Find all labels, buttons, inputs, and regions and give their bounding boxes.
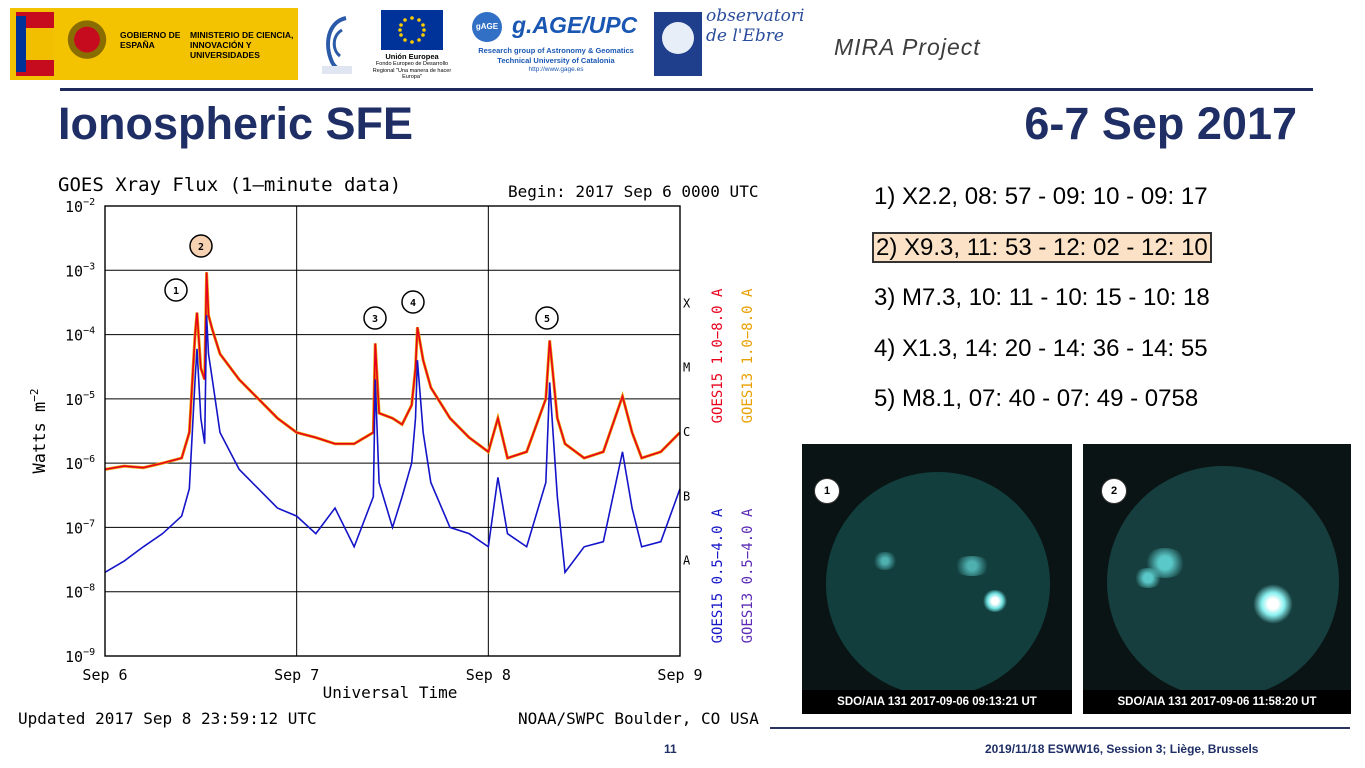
right-series-label: GOES15 0.5−4.0 A: [710, 508, 726, 643]
observatori-logo-icon: [654, 12, 702, 76]
flare-marker: [164, 278, 188, 302]
eu-sub: Fondo Europeo de Desarrollo Regional "Un…: [372, 61, 452, 80]
image-badge-2: 2: [1101, 478, 1127, 504]
sdo-image-1: 1 SDO/AIA 131 2017-09-06 09:13:21 UT: [802, 444, 1072, 714]
slide-title: Ionospheric SFE: [58, 98, 414, 149]
gage-badge-icon: gAGE: [472, 12, 502, 42]
event-item-2: 2) X9.3, 11: 53 - 12: 02 - 12: 10: [872, 223, 1272, 274]
gobierno-logo: GOBIERNO DE ESPAÑA MINISTERIO DE CIENCIA…: [10, 8, 298, 80]
right-series-label: GOES13 1.0−8.0 A: [740, 288, 756, 423]
y-tick-label: 10−9: [65, 647, 95, 666]
flare-marker-label: 3: [372, 314, 378, 325]
x-tick-label: Sep 6: [82, 666, 127, 684]
flare-marker: [363, 306, 387, 330]
gage-line2: Technical University of Catalonia: [497, 56, 615, 65]
coat-of-arms-icon: [60, 18, 114, 72]
mira-project-label: MIRA Project: [834, 34, 981, 60]
right-series-label: GOES15 1.0−8.0 A: [710, 288, 726, 423]
fondo-europeo-icon: [322, 16, 352, 74]
slide-date: 6-7 Sep 2017: [1024, 98, 1297, 149]
flare-marker-label: 2: [198, 242, 204, 253]
chart-title: GOES Xray Flux (1–minute data): [58, 174, 401, 196]
gage-upc-logo: gAGE g.AGE/UPC Research group of Astrono…: [470, 10, 642, 76]
y-tick-label: 10−5: [65, 390, 95, 409]
x-tick-label: Sep 8: [466, 666, 511, 684]
class-label: C: [683, 425, 690, 439]
gage-title: g.AGE/UPC: [512, 12, 638, 38]
flare-event-list: 1) X2.2, 08: 57 - 09: 10 - 09: 17 2) X9.…: [872, 172, 1272, 425]
y-tick-label: 10−2: [65, 197, 95, 216]
image-caption-1: SDO/AIA 131 2017-09-06 09:13:21 UT: [802, 690, 1072, 714]
x-tick-label: Sep 7: [274, 666, 319, 684]
gage-line1: Research group of Astronomy & Geomatics: [478, 46, 634, 55]
gov-line2: MINISTERIO DE CIENCIA, INNOVACIÓN Y UNIV…: [190, 30, 294, 60]
flare-marker-label: 4: [410, 298, 416, 309]
eu-name: Unión Europea: [385, 52, 439, 61]
event-item-4: 4) X1.3, 14: 20 - 14: 36 - 14: 55: [874, 334, 1208, 362]
observatori-text: observatori de l'Ebre: [706, 6, 805, 46]
goes-xray-chart: GOES Xray Flux (1–minute data) Begin: 201…: [0, 166, 800, 741]
flare-marker-label: 1: [173, 286, 179, 297]
y-tick-label: 10−4: [65, 326, 95, 345]
chart-credit: NOAA/SWPC Boulder, CO USA: [518, 709, 759, 728]
y-tick-label: 10−7: [65, 518, 95, 537]
flare-marker: [535, 306, 559, 330]
y-tick-label: 10−6: [65, 454, 95, 473]
y-tick-label: 10−3: [65, 261, 95, 280]
y-axis-label: Watts m−2: [28, 389, 50, 474]
class-label: M: [683, 361, 690, 375]
flare-marker: [401, 290, 425, 314]
plot-frame: [104, 205, 681, 657]
class-label: X: [683, 296, 691, 310]
gage-line3: http://www.gage.es: [528, 66, 584, 73]
eu-flag-icon: [381, 10, 443, 50]
x-axis-label: Universal Time: [323, 683, 458, 702]
class-label: A: [683, 554, 691, 568]
x-tick-label: Sep 9: [657, 666, 702, 684]
page-number: 11: [664, 742, 677, 756]
gov-line1: GOBIERNO DE ESPAÑA: [120, 30, 181, 50]
y-tick-label: 10−8: [65, 583, 95, 602]
series-line: [104, 315, 681, 575]
event-item-3: 3) M7.3, 10: 11 - 10: 15 - 10: 18: [874, 284, 1210, 311]
image-badge-1: 1: [814, 478, 840, 504]
sun-disk-icon: [826, 472, 1050, 696]
right-series-label: GOES13 0.5−4.0 A: [740, 508, 756, 643]
eu-stripe-icon: [16, 16, 26, 72]
chart-svg: GOES Xray Flux (1–minute data) Begin: 201…: [18, 174, 759, 728]
footer-text: 2019/11/18 ESWW16, Session 3; Liège, Bru…: [985, 742, 1259, 756]
class-label: B: [683, 489, 690, 503]
event-item-1: 1) X2.2, 08: 57 - 09: 10 - 09: 17: [874, 183, 1208, 210]
chart-begin: Begin: 2017 Sep 6 0000 UTC: [508, 182, 758, 201]
image-caption-2: SDO/AIA 131 2017-09-06 11:58:20 UT: [1083, 690, 1351, 714]
event-item-5: 5) M8.1, 07: 40 - 07: 49 - 0758: [874, 385, 1199, 412]
chart-updated: Updated 2017 Sep 8 23:59:12 UTC: [18, 709, 317, 728]
flare-marker: [189, 234, 213, 258]
union-europea-logo: Unión Europea Fondo Europeo de Desarroll…: [370, 10, 454, 80]
header-divider: [60, 88, 1313, 91]
footer-divider: [770, 727, 1350, 729]
flare-marker-label: 5: [544, 314, 550, 325]
sdo-image-2: 2 SDO/AIA 131 2017-09-06 11:58:20 UT: [1083, 444, 1351, 714]
series-line: [104, 272, 681, 471]
